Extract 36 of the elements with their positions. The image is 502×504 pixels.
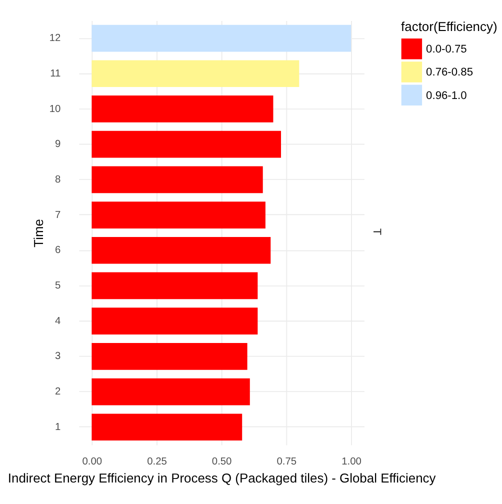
- x-tick-label: 1.00: [342, 456, 362, 468]
- y-tick-label: 9: [54, 139, 61, 150]
- bar: [92, 342, 248, 370]
- x-tick-label: 0.00: [82, 456, 102, 468]
- x-tick-label: 0.75: [276, 456, 297, 468]
- y-tick-label: 2: [54, 386, 61, 398]
- bar: [92, 166, 263, 194]
- y-tick-label: 5: [54, 280, 61, 292]
- y-tick-label: 11: [50, 68, 62, 80]
- bar: [92, 308, 258, 334]
- bar: [92, 24, 352, 52]
- bar: [92, 414, 242, 441]
- text: T: [370, 228, 382, 236]
- bar: [92, 60, 300, 88]
- bar: [92, 202, 266, 228]
- x-tick-label: 0.25: [147, 456, 168, 468]
- bar: [92, 130, 282, 158]
- x-axis-title: Indirect Energy Efficiency in Process Q (Packaged tiles) - Global Efficiency: [8, 470, 436, 486]
- y-tick-label: 3: [54, 351, 61, 362]
- legend-label: 0.96-1.0: [426, 90, 467, 102]
- y-tick-label: 1: [54, 422, 61, 433]
- y-tick-label: 7: [54, 210, 61, 221]
- legend-label: 0.76-0.85: [426, 66, 474, 79]
- y-tick-label: 12: [49, 33, 61, 44]
- bar: [92, 236, 271, 264]
- legend-label: 0.0-0.75: [426, 44, 467, 56]
- bar: [92, 96, 274, 122]
- bar: [92, 272, 258, 300]
- y-tick-label: 10: [49, 104, 61, 115]
- y-tick-label: 4: [54, 316, 61, 327]
- x-tick-label: 0.50: [212, 456, 232, 468]
- y-axis-title: Time: [30, 219, 46, 248]
- y-tick-label: 8: [54, 174, 61, 186]
- bar: [92, 378, 250, 406]
- legend-title: factor(Efficiency): [401, 18, 498, 34]
- y-tick-label: 6: [54, 245, 61, 256]
